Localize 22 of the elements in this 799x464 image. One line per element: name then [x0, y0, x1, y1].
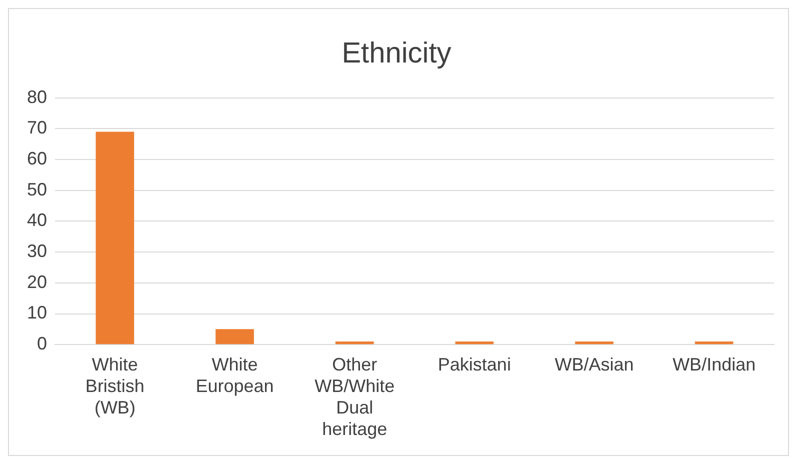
bar — [455, 342, 494, 344]
y-tick-label: 80 — [26, 86, 48, 107]
y-tick-label: 0 — [37, 334, 48, 354]
y-tick-label: 60 — [26, 148, 48, 168]
y-tick-label: 10 — [26, 302, 48, 323]
x-tick-label: WB/Asian — [554, 354, 634, 374]
bar — [96, 132, 134, 344]
x-tick-label: Pakistani — [438, 354, 511, 374]
x-tick-label: Other WB/White Dual heritage — [314, 354, 395, 440]
bar — [335, 342, 374, 344]
y-tick-label: 40 — [26, 210, 48, 230]
x-tick-label: White Bristish (WB) — [85, 354, 144, 418]
x-tick-label: WB/Indian — [672, 354, 756, 374]
y-tick-label: 50 — [26, 179, 48, 200]
chart-title: Ethnicity — [342, 37, 452, 70]
y-tick-label: 30 — [26, 241, 48, 262]
bar — [575, 342, 614, 344]
y-tick-label: 70 — [26, 118, 48, 138]
bar — [694, 342, 734, 344]
x-tick-label: White European — [196, 354, 274, 396]
y-tick-label: 20 — [26, 272, 48, 292]
bar — [216, 329, 254, 344]
